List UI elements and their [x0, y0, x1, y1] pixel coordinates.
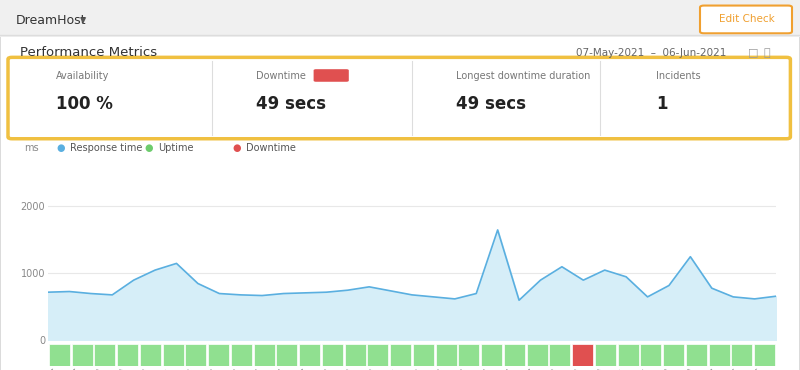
- Bar: [504, 344, 525, 366]
- Bar: [231, 344, 252, 366]
- Bar: [481, 344, 502, 366]
- Bar: [72, 344, 93, 366]
- Text: 49 secs: 49 secs: [456, 95, 526, 112]
- Bar: [208, 344, 229, 366]
- Bar: [413, 344, 434, 366]
- Text: Downtime: Downtime: [256, 71, 306, 81]
- Bar: [299, 344, 320, 366]
- Text: Performance Metrics: Performance Metrics: [20, 46, 157, 59]
- Text: Longest downtime duration: Longest downtime duration: [456, 71, 590, 81]
- Bar: [663, 344, 684, 366]
- Bar: [162, 344, 183, 366]
- Bar: [595, 344, 616, 366]
- Bar: [572, 344, 593, 366]
- Text: Response time: Response time: [70, 143, 142, 153]
- Text: ▾: ▾: [80, 14, 86, 27]
- Bar: [550, 344, 570, 366]
- Bar: [458, 344, 479, 366]
- Bar: [754, 344, 775, 366]
- Text: ●: ●: [56, 143, 65, 153]
- Bar: [641, 344, 662, 366]
- Text: ●: ●: [232, 143, 241, 153]
- Text: Downtime: Downtime: [246, 143, 296, 153]
- Text: 49 secs: 49 secs: [256, 95, 326, 112]
- Text: 1: 1: [656, 95, 667, 112]
- Bar: [254, 344, 274, 366]
- Text: 0%: 0%: [324, 71, 338, 80]
- Bar: [140, 344, 161, 366]
- Bar: [390, 344, 411, 366]
- Bar: [686, 344, 707, 366]
- Text: Uptime: Uptime: [158, 143, 194, 153]
- Bar: [117, 344, 138, 366]
- Bar: [731, 344, 752, 366]
- Bar: [345, 344, 366, 366]
- Bar: [526, 344, 547, 366]
- Bar: [618, 344, 638, 366]
- Text: ⓘ: ⓘ: [764, 47, 770, 58]
- Bar: [367, 344, 388, 366]
- Text: Incidents: Incidents: [656, 71, 701, 81]
- Text: ●: ●: [144, 143, 153, 153]
- Text: □: □: [748, 47, 758, 58]
- Text: 100 %: 100 %: [56, 95, 113, 112]
- Text: 07-May-2021  –  06-Jun-2021: 07-May-2021 – 06-Jun-2021: [576, 47, 726, 58]
- Bar: [277, 344, 298, 366]
- Bar: [186, 344, 206, 366]
- Bar: [322, 344, 343, 366]
- Text: Edit Check: Edit Check: [718, 14, 774, 24]
- Text: Availability: Availability: [56, 71, 110, 81]
- Text: ms: ms: [24, 143, 38, 153]
- Text: DreamHost: DreamHost: [16, 14, 86, 27]
- Bar: [49, 344, 70, 366]
- Bar: [94, 344, 115, 366]
- Bar: [709, 344, 730, 366]
- Bar: [436, 344, 457, 366]
